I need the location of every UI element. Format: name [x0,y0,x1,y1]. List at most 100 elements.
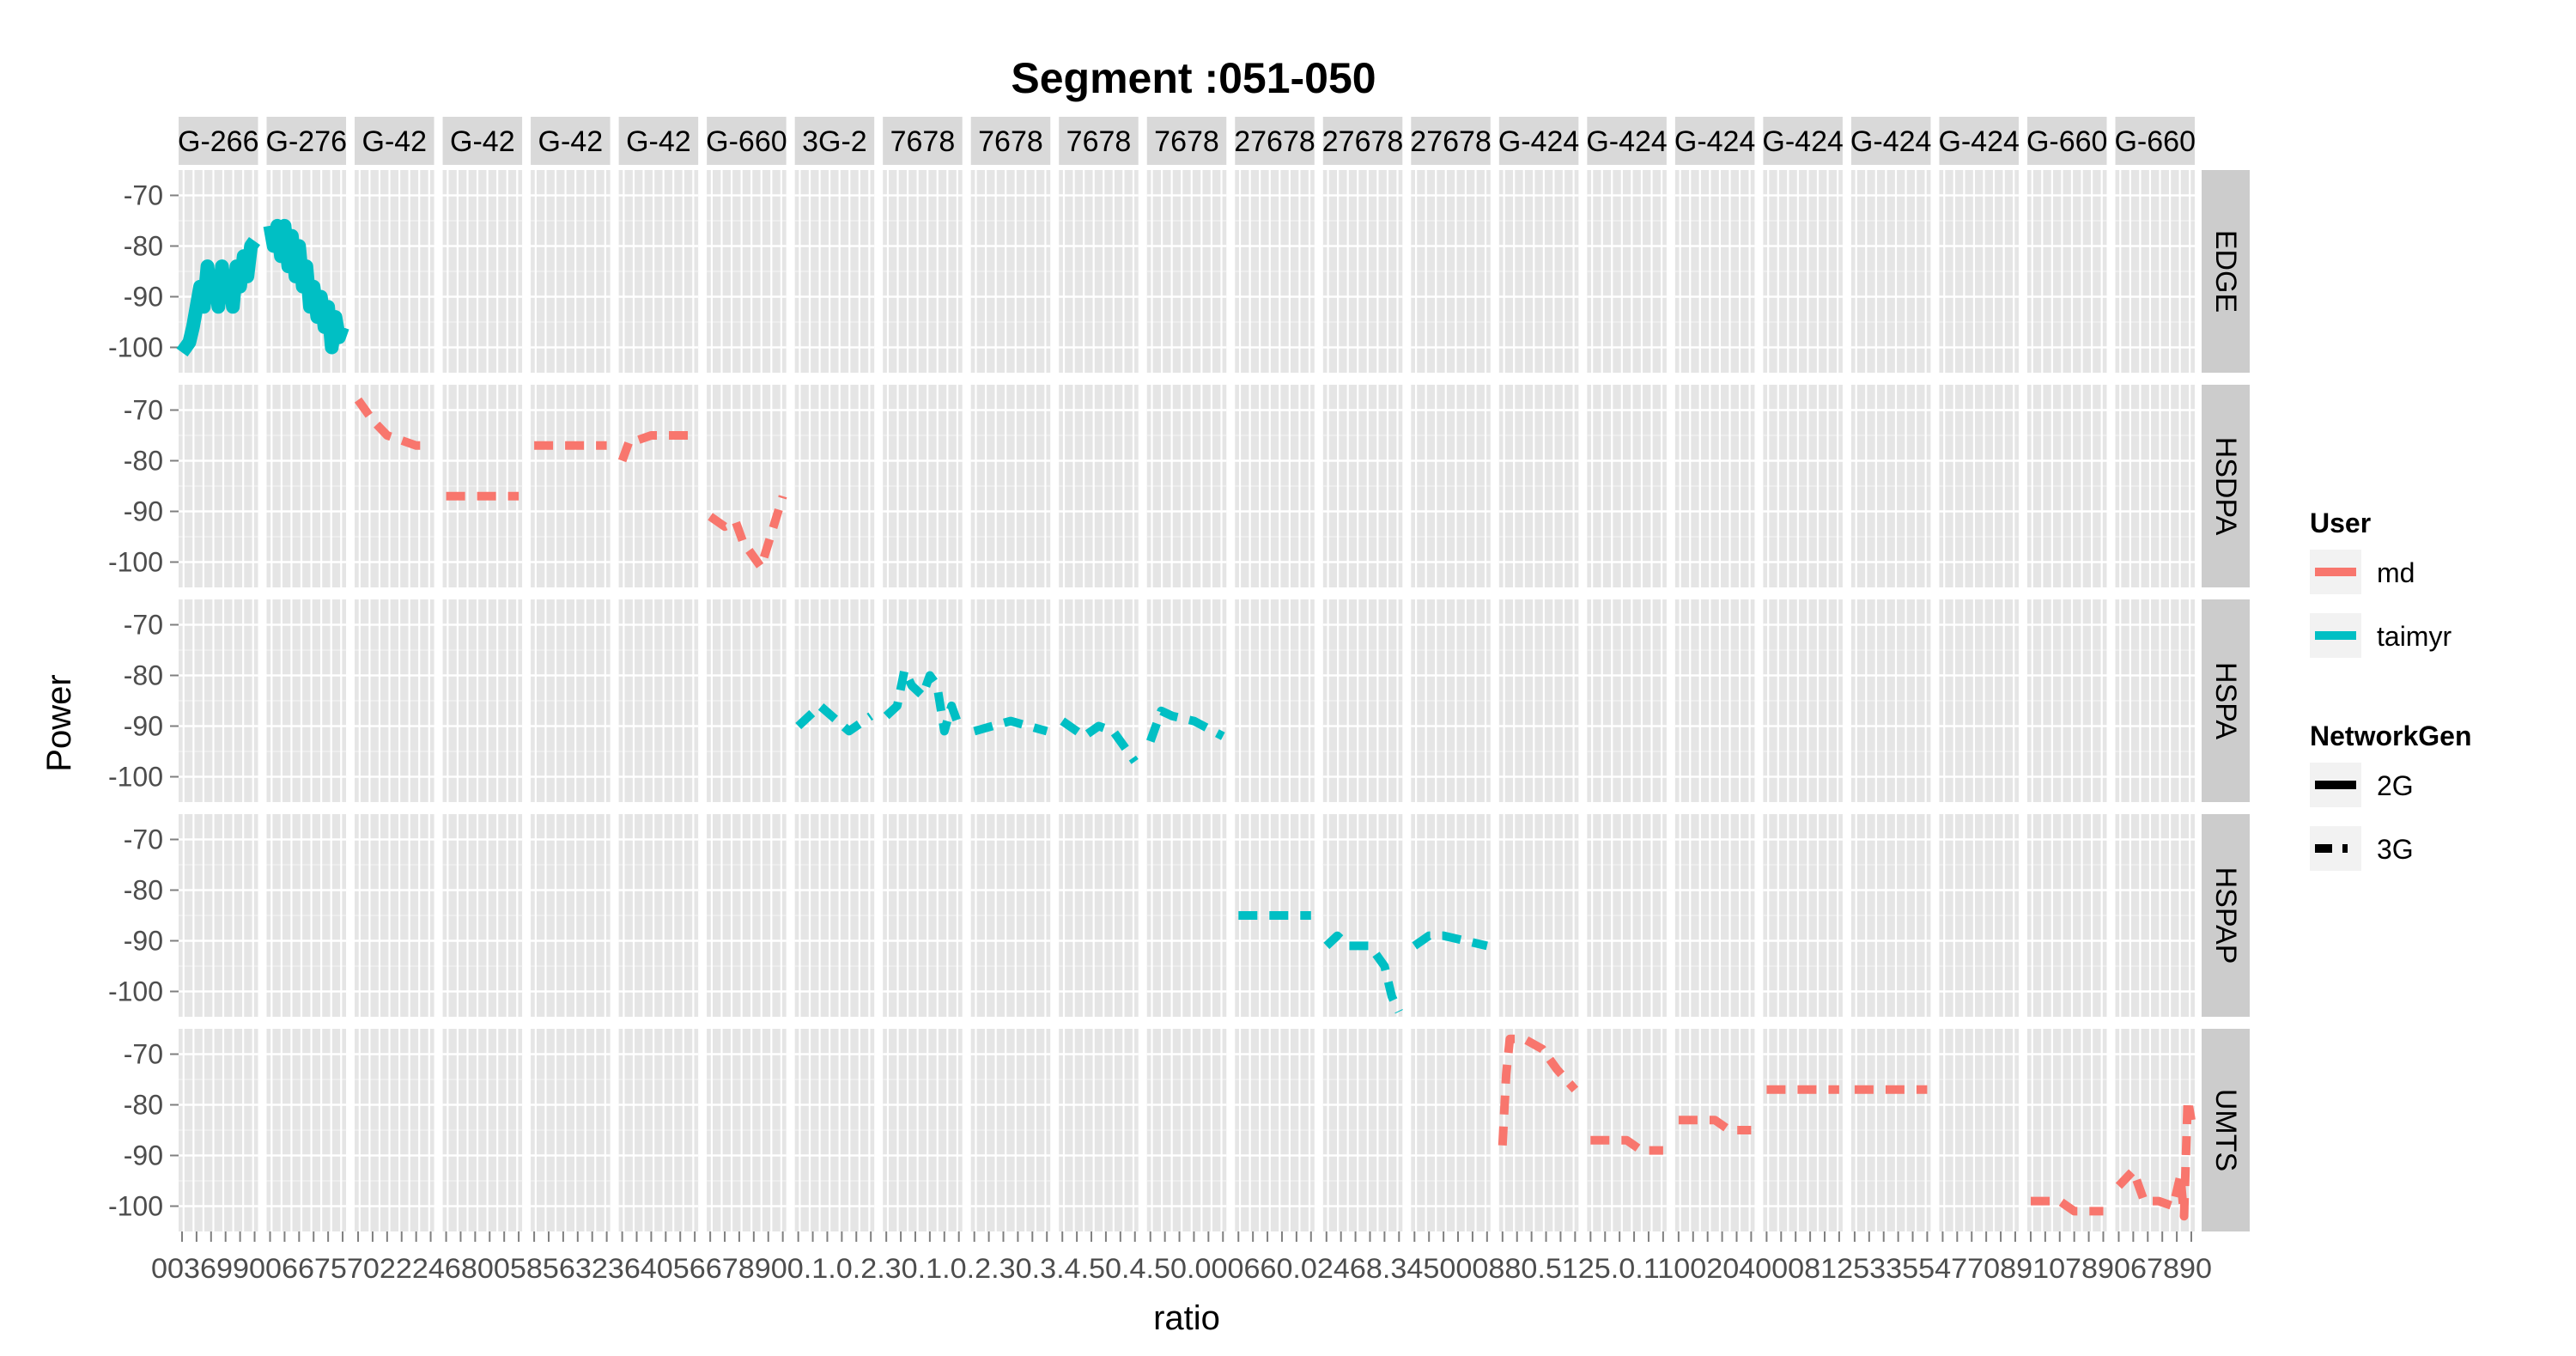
y-tick-label: -70 [124,395,163,426]
legend-label-2g: 2G [2377,770,2414,801]
series-line-md [617,431,696,463]
legend: User md taimyr NetworkGen 2G 3G [2310,508,2471,871]
x-axis: 0036990066757022246800585632364056678900… [151,1231,2212,1284]
row-strip-label: HSDPA [2209,437,2242,536]
series-lines [176,218,2196,1221]
series-line-md [2115,1095,2196,1221]
column-strip-label: G-660 [706,125,787,158]
column-strip-label: G-424 [1850,125,1932,158]
y-tick-label: -100 [108,547,163,578]
column-strip-label: G-424 [1674,125,1756,158]
series-line-md [2031,1196,2104,1216]
row-strip [2202,385,2250,587]
series-line-taimyr [973,716,1048,736]
column-strip-label: G-276 [266,125,348,158]
chart-title: Segment :051-050 [1011,54,1376,102]
y-tick-label: -70 [124,610,163,641]
column-strip [1850,117,1931,165]
column-strip [618,117,699,165]
column-strip [2026,117,2107,165]
column-strip-label: 7678 [1066,125,1132,158]
column-strip [970,117,1051,165]
column-strip [1146,117,1227,165]
column-strip [1411,117,1491,165]
x-axis-title: ratio [1153,1299,1220,1337]
column-strip [1587,117,1667,165]
column-strip-label: G-266 [178,125,259,158]
legend-label-taimyr: taimyr [2377,621,2451,652]
legend-title-networkgen: NetworkGen [2310,721,2471,751]
column-strip [179,117,258,165]
series-line-md [1498,1034,1579,1146]
column-strip-label: 7678 [1154,125,1219,158]
row-strip-label: UMTS [2209,1089,2242,1171]
column-strip-label: G-42 [362,125,428,158]
y-axis-title: Power [40,674,78,771]
column-strip-label: 7678 [890,125,956,158]
legend-label-3g: 3G [2377,834,2414,865]
column-strip-label: 27678 [1322,125,1404,158]
column-strip-label: G-424 [1938,125,2020,158]
y-tick-label: -100 [108,332,163,363]
facet-strips: G-266 G-276 G-42 G-42 G-42 G-42 G-660 3G-2 7678 7… [178,117,2250,1231]
y-tick-label: -80 [124,660,163,691]
y-tick-label: -80 [124,875,163,906]
y-tick-label: -80 [124,1090,163,1121]
legend-label-md: md [2377,557,2415,588]
column-strip-label: G-42 [626,125,691,158]
column-strip-label: 7678 [978,125,1043,158]
y-tick-label: -90 [124,926,163,957]
legend-title-user: User [2310,508,2371,538]
column-strip-label: 27678 [1234,125,1315,158]
y-tick-label: -100 [108,762,163,793]
column-strip-label: G-424 [1762,125,1844,158]
column-strip [2115,117,2195,165]
y-axes: -70 -80 -90 -100 -70 -80 -90 -100 -70 -80 -90 -100 -… [108,180,179,1222]
column-strip [355,117,434,165]
y-tick-label: -90 [124,282,163,313]
y-tick-label: -100 [108,1191,163,1222]
column-strip-label: G-42 [450,125,515,158]
column-strip [266,117,347,165]
column-strip [442,117,523,165]
column-strip [1674,117,1755,165]
column-strip [1498,117,1579,165]
row-strip [2202,814,2250,1017]
row-strip [2202,599,2250,802]
y-tick-label: -90 [124,496,163,527]
row-strip-label: HSPA [2209,662,2242,739]
y-tick-label: -90 [124,711,163,742]
x-tick-labels: 0036990066757022246800585632364056678900… [151,1253,2212,1284]
column-strip-label: G-660 [2114,125,2196,158]
column-strip [1059,117,1139,165]
column-strip-label: G-424 [1498,125,1580,158]
panels [179,170,2195,1231]
y-tick-label: -90 [124,1140,163,1171]
series-line-taimyr [176,236,261,357]
series-line-taimyr [1145,706,1225,743]
y-tick-label: -70 [124,824,163,855]
y-tick-label: -70 [124,1039,163,1070]
series-line-taimyr [1323,931,1403,1014]
y-tick-label: -70 [124,180,163,211]
series-line-md [354,397,431,450]
column-strip [1939,117,2019,165]
row-strip-label: EDGE [2209,230,2242,313]
column-strip [1235,117,1315,165]
column-strip [1763,117,1843,165]
series-line-taimyr [1412,931,1488,951]
series-line-taimyr [263,218,349,355]
column-strip-label: G-42 [538,125,604,158]
row-strip [2202,170,2250,373]
column-strip [883,117,963,165]
column-strip [1322,117,1403,165]
column-strip-label: 3G-2 [802,125,867,158]
column-strip [707,117,787,165]
row-strip-label: HSPAP [2209,867,2242,964]
column-strip-label: G-660 [2026,125,2108,158]
column-strip-label: G-424 [1586,125,1668,158]
series-line-md [1678,1116,1752,1134]
series-line-taimyr [883,666,963,736]
